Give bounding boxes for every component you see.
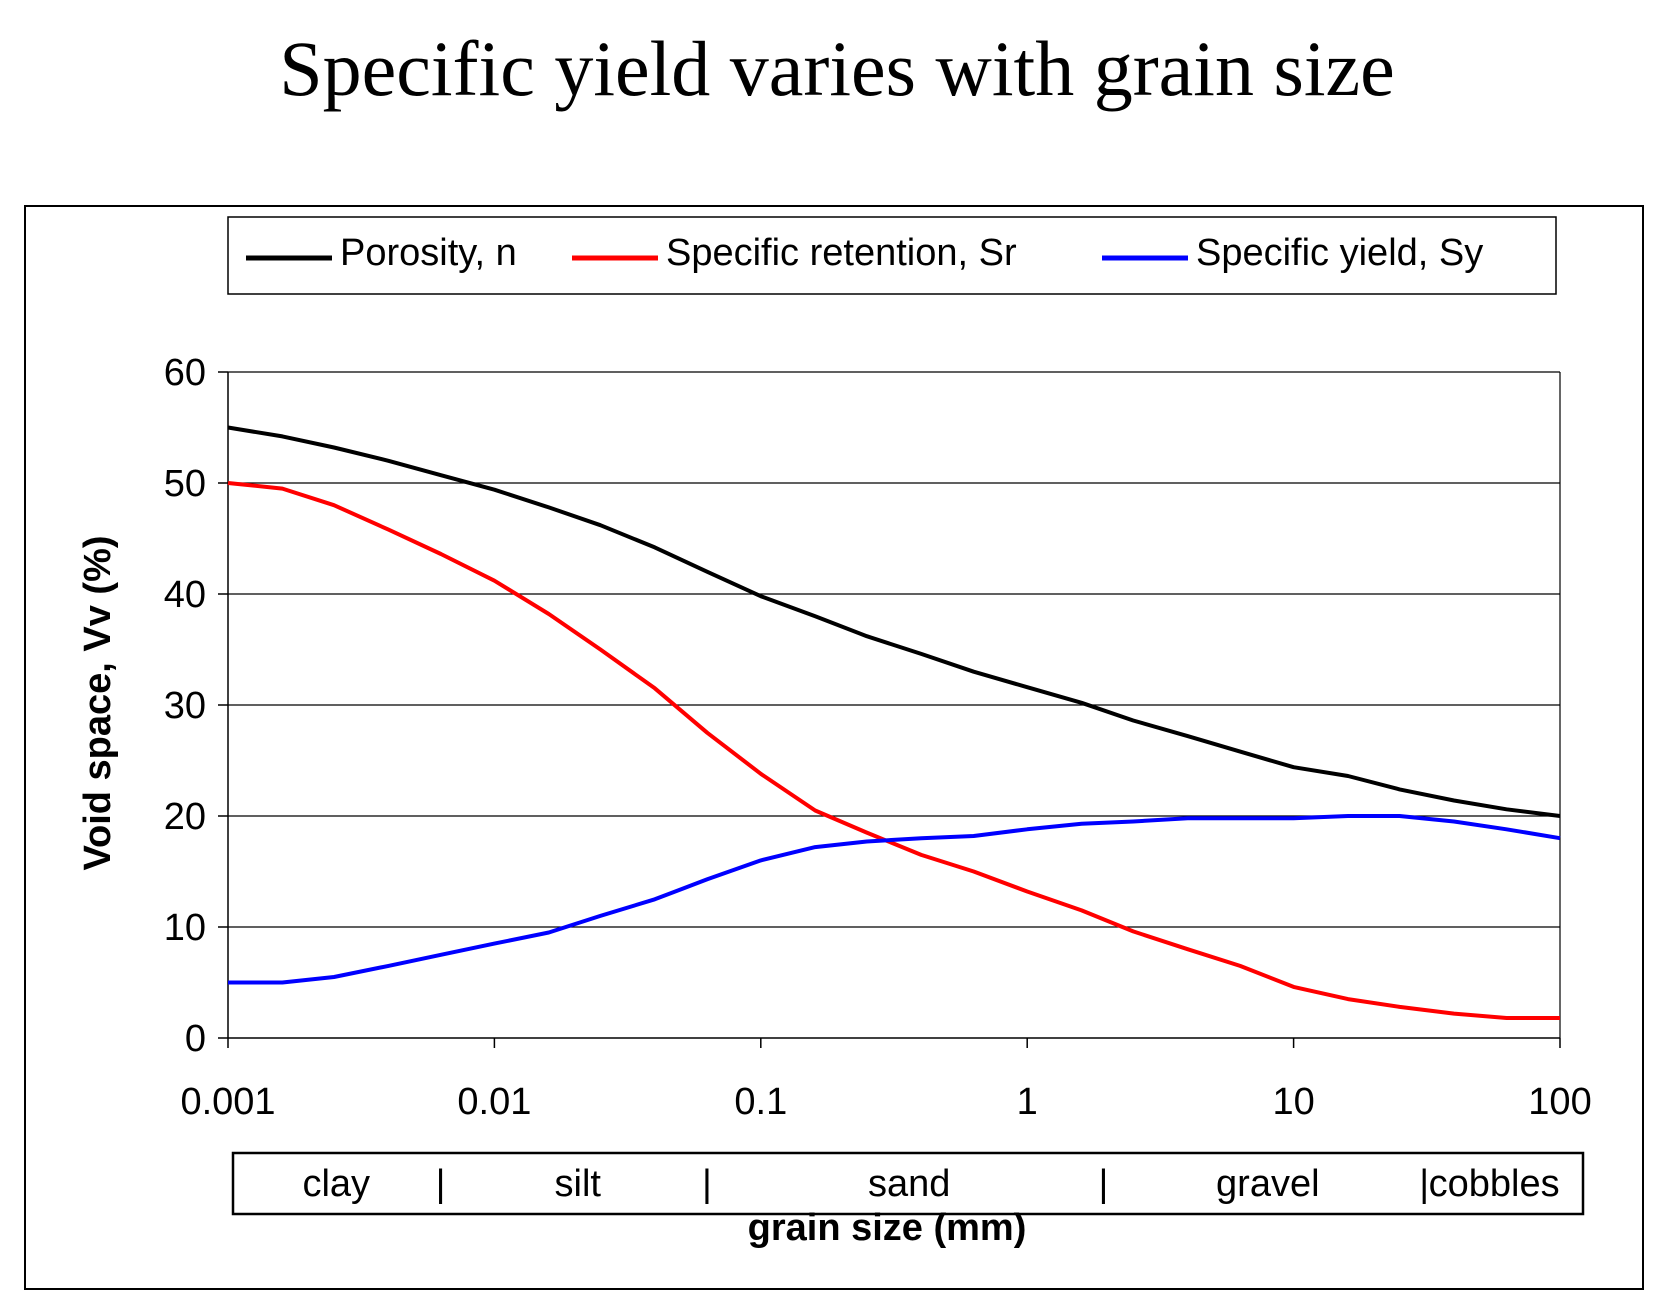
y-tick-label: 30 xyxy=(164,685,206,727)
legend-label: Specific yield, Sy xyxy=(1196,232,1483,274)
grain-class-separator: | xyxy=(1419,1163,1429,1205)
grain-class-label: silt xyxy=(555,1163,602,1205)
y-tick-label: 0 xyxy=(185,1018,206,1060)
x-tick-label: 100 xyxy=(1528,1081,1591,1123)
grain-class-label: sand xyxy=(868,1163,950,1205)
y-tick-label: 10 xyxy=(164,907,206,949)
grain-class-separator: | xyxy=(1098,1163,1108,1205)
y-tick-label: 40 xyxy=(164,574,206,616)
x-tick-label: 10 xyxy=(1272,1081,1314,1123)
legend-label: Specific retention, Sr xyxy=(666,232,1017,274)
legend-box xyxy=(227,216,1557,295)
chart-frame xyxy=(24,205,1644,1290)
x-tick-label: 1 xyxy=(1017,1081,1038,1123)
series-line xyxy=(227,425,1561,818)
grain-class-bar: clay silt| sand| gravel| cobbles| xyxy=(231,1151,1585,1216)
axes: 0 10 20 30 40 50 60 0.001 0.01 0.1 1 10 100 xyxy=(164,352,1592,1123)
y-axis-label: Void space, Vv (%) xyxy=(77,535,119,870)
grain-class-label: gravel xyxy=(1216,1163,1320,1205)
y-tick-label: 20 xyxy=(164,796,206,838)
grain-class-label: cobbles xyxy=(1429,1163,1560,1205)
slide-title: Specific yield varies with grain size xyxy=(279,25,1395,112)
x-tick-label: 0.1 xyxy=(734,1081,787,1123)
x-tick-label: 0.01 xyxy=(457,1081,531,1123)
y-tick-label: 60 xyxy=(164,352,206,394)
y-tick-label: 50 xyxy=(164,463,206,505)
grain-class-label: clay xyxy=(302,1163,370,1205)
grain-class-box xyxy=(231,1151,1585,1216)
grain-class-separator: | xyxy=(702,1163,712,1205)
series xyxy=(227,425,1561,1020)
series-line xyxy=(228,814,1561,985)
legend-label: Porosity, n xyxy=(340,232,517,274)
legend: Porosity, n Specific retention, Sr Specifi… xyxy=(227,216,1557,295)
grain-class-separator: | xyxy=(436,1163,446,1205)
x-axis-label: grain size (mm) xyxy=(748,1207,1027,1249)
series-line xyxy=(227,481,1560,1020)
x-tick-label: 0.001 xyxy=(180,1081,275,1123)
